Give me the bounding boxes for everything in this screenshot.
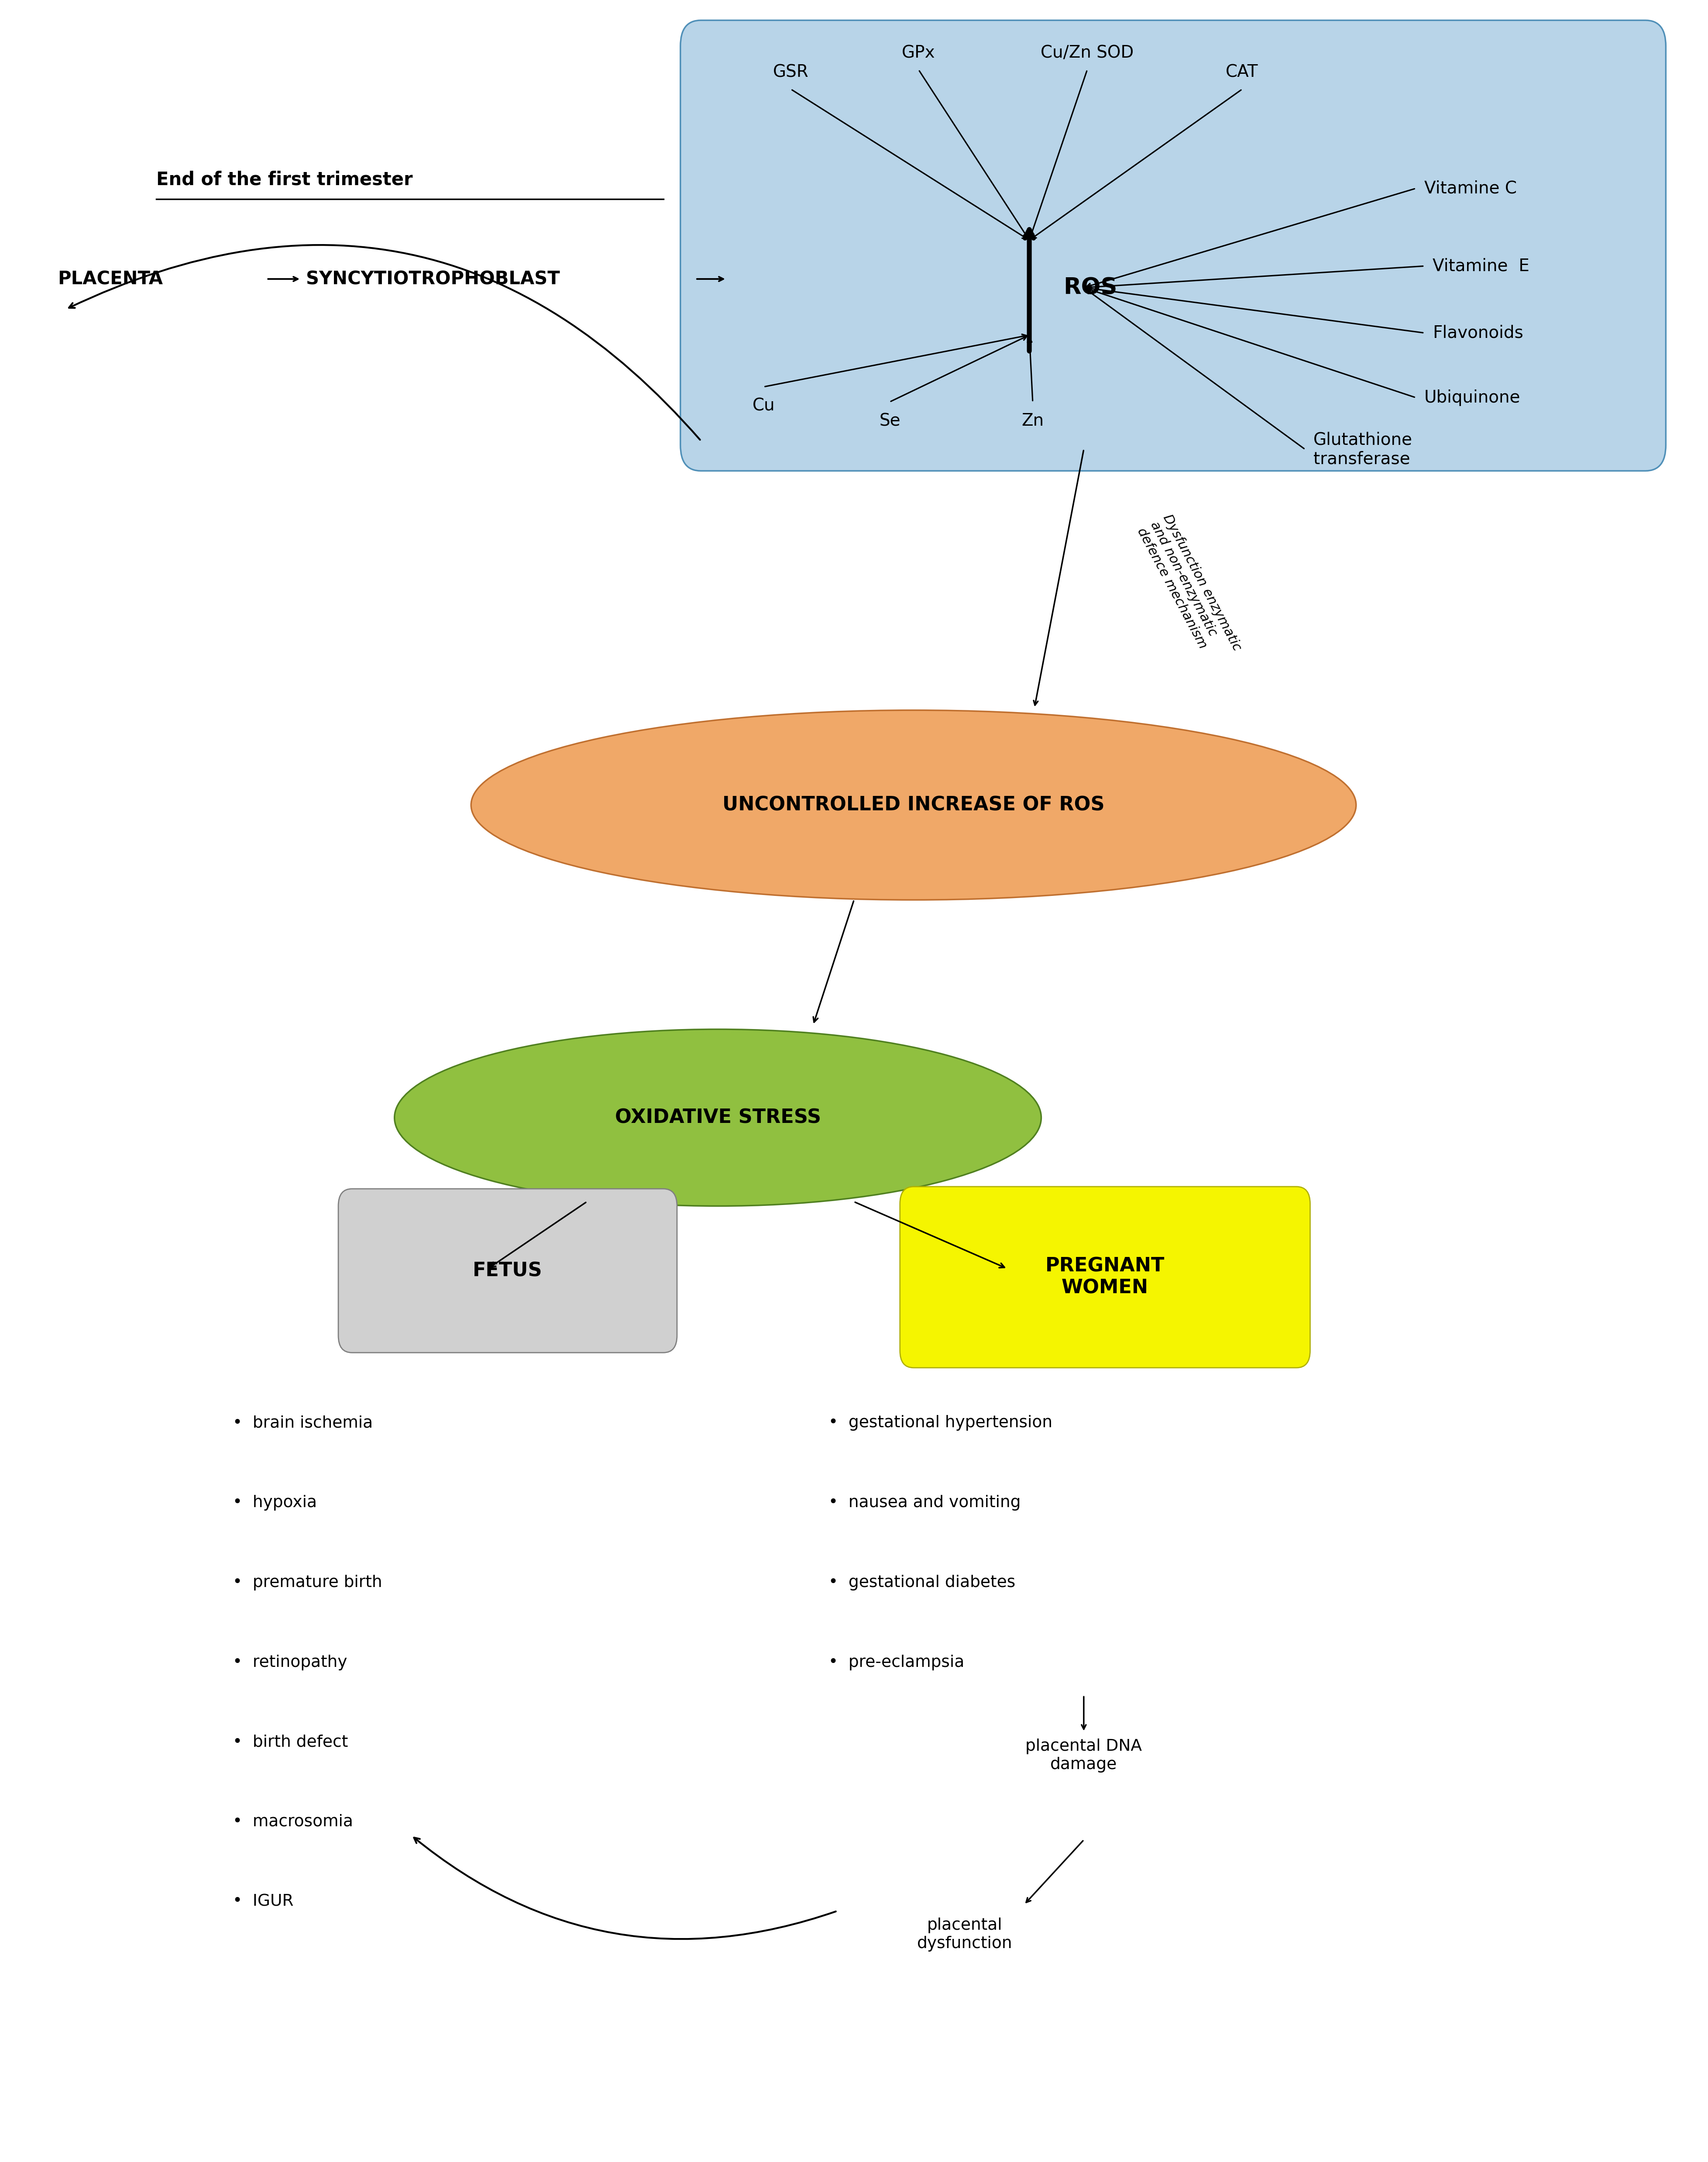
Text: OXIDATIVE STRESS: OXIDATIVE STRESS	[615, 1109, 822, 1126]
Text: •  IGUR: • IGUR	[232, 1894, 294, 1909]
Text: SYNCYTIOTROPHOBLAST: SYNCYTIOTROPHOBLAST	[306, 270, 560, 288]
Text: •  nausea and vomiting: • nausea and vomiting	[828, 1494, 1021, 1511]
Text: Vitamine C: Vitamine C	[1424, 179, 1517, 197]
Text: FETUS: FETUS	[473, 1260, 543, 1280]
Text: •  pre-eclampsia: • pre-eclampsia	[828, 1654, 965, 1671]
Text: GPx: GPx	[902, 45, 936, 61]
FancyArrowPatch shape	[68, 244, 700, 439]
Text: •  retinopathy: • retinopathy	[232, 1654, 347, 1671]
Text: PREGNANT
WOMEN: PREGNANT WOMEN	[1045, 1256, 1165, 1297]
Text: ROS: ROS	[1064, 277, 1117, 298]
Text: Vitamine  E: Vitamine E	[1433, 257, 1529, 275]
Text: placental
dysfunction: placental dysfunction	[917, 1918, 1013, 1952]
FancyArrowPatch shape	[413, 1838, 835, 1939]
Ellipse shape	[471, 709, 1356, 899]
FancyBboxPatch shape	[338, 1189, 676, 1353]
Text: •  brain ischemia: • brain ischemia	[232, 1416, 372, 1431]
Text: PLACENTA: PLACENTA	[58, 270, 162, 288]
Text: •  gestational hypertension: • gestational hypertension	[828, 1416, 1052, 1431]
Text: GSR: GSR	[774, 65, 810, 80]
Text: CAT: CAT	[1226, 65, 1259, 80]
Text: Se: Se	[880, 413, 900, 430]
Text: placental DNA
damage: placental DNA damage	[1025, 1738, 1143, 1773]
Text: UNCONTROLLED INCREASE OF ROS: UNCONTROLLED INCREASE OF ROS	[722, 796, 1105, 815]
FancyBboxPatch shape	[900, 1187, 1310, 1369]
Text: •  gestational diabetes: • gestational diabetes	[828, 1574, 1015, 1591]
Text: Cu: Cu	[753, 398, 775, 415]
Text: Cu/Zn SOD: Cu/Zn SOD	[1040, 45, 1134, 61]
Text: Zn: Zn	[1021, 413, 1044, 430]
Text: Ubiquinone: Ubiquinone	[1424, 389, 1520, 406]
Text: Dysfunction enzymatic
and non-enzymatic
defence mechanism: Dysfunction enzymatic and non-enzymatic …	[1134, 512, 1243, 666]
Text: •  macrosomia: • macrosomia	[232, 1814, 354, 1829]
Ellipse shape	[395, 1029, 1042, 1206]
FancyBboxPatch shape	[680, 19, 1665, 471]
Text: •  premature birth: • premature birth	[232, 1574, 383, 1591]
Text: End of the first trimester: End of the first trimester	[155, 171, 413, 188]
Text: •  birth defect: • birth defect	[232, 1734, 348, 1749]
Text: Flavonoids: Flavonoids	[1433, 324, 1524, 342]
Text: •  hypoxia: • hypoxia	[232, 1494, 318, 1511]
Text: Glutathione
transferase: Glutathione transferase	[1313, 432, 1413, 467]
